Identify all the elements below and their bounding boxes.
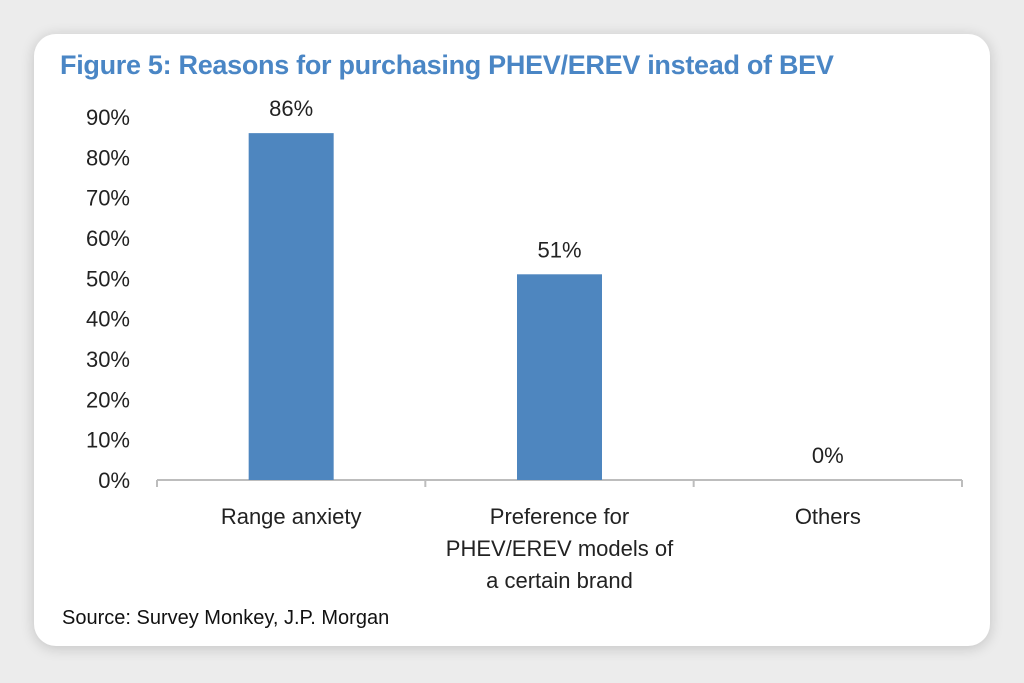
- y-tick-label: 60%: [86, 226, 130, 251]
- category-labels: Range anxiety Preference for PHEV/EREV mod…: [221, 504, 861, 593]
- y-tick-label: 20%: [86, 387, 130, 412]
- y-axis: 0% 10% 20% 30% 40% 50% 60% 70% 80% 90%: [86, 105, 130, 493]
- bar: [248, 133, 334, 480]
- x-axis: [156, 479, 963, 487]
- y-tick-label: 30%: [86, 347, 130, 372]
- bar: [517, 274, 602, 480]
- source-note: Source: Survey Monkey, J.P. Morgan: [62, 607, 390, 629]
- data-label: 51%: [537, 237, 581, 262]
- y-tick-label: 90%: [86, 105, 130, 130]
- y-tick-label: 0%: [98, 468, 130, 493]
- data-label: 0%: [812, 443, 844, 468]
- y-tick-label: 70%: [86, 186, 130, 211]
- y-tick-label: 10%: [86, 428, 130, 453]
- y-tick-label: 50%: [86, 266, 130, 291]
- y-tick-label: 80%: [86, 145, 130, 170]
- x-tick-label: Others: [795, 504, 861, 529]
- x-tick-label: Preference for PHEV/EREV models of a certa…: [446, 504, 674, 593]
- chart-card: [34, 34, 990, 646]
- data-labels: 86% 51% 0%: [269, 96, 844, 468]
- data-label: 86%: [269, 96, 313, 121]
- bars: [248, 133, 602, 480]
- x-tick-label: Range anxiety: [221, 504, 362, 529]
- chart-title: Figure 5: Reasons for purchasing PHEV/ER…: [60, 50, 834, 80]
- y-tick-label: 40%: [86, 307, 130, 332]
